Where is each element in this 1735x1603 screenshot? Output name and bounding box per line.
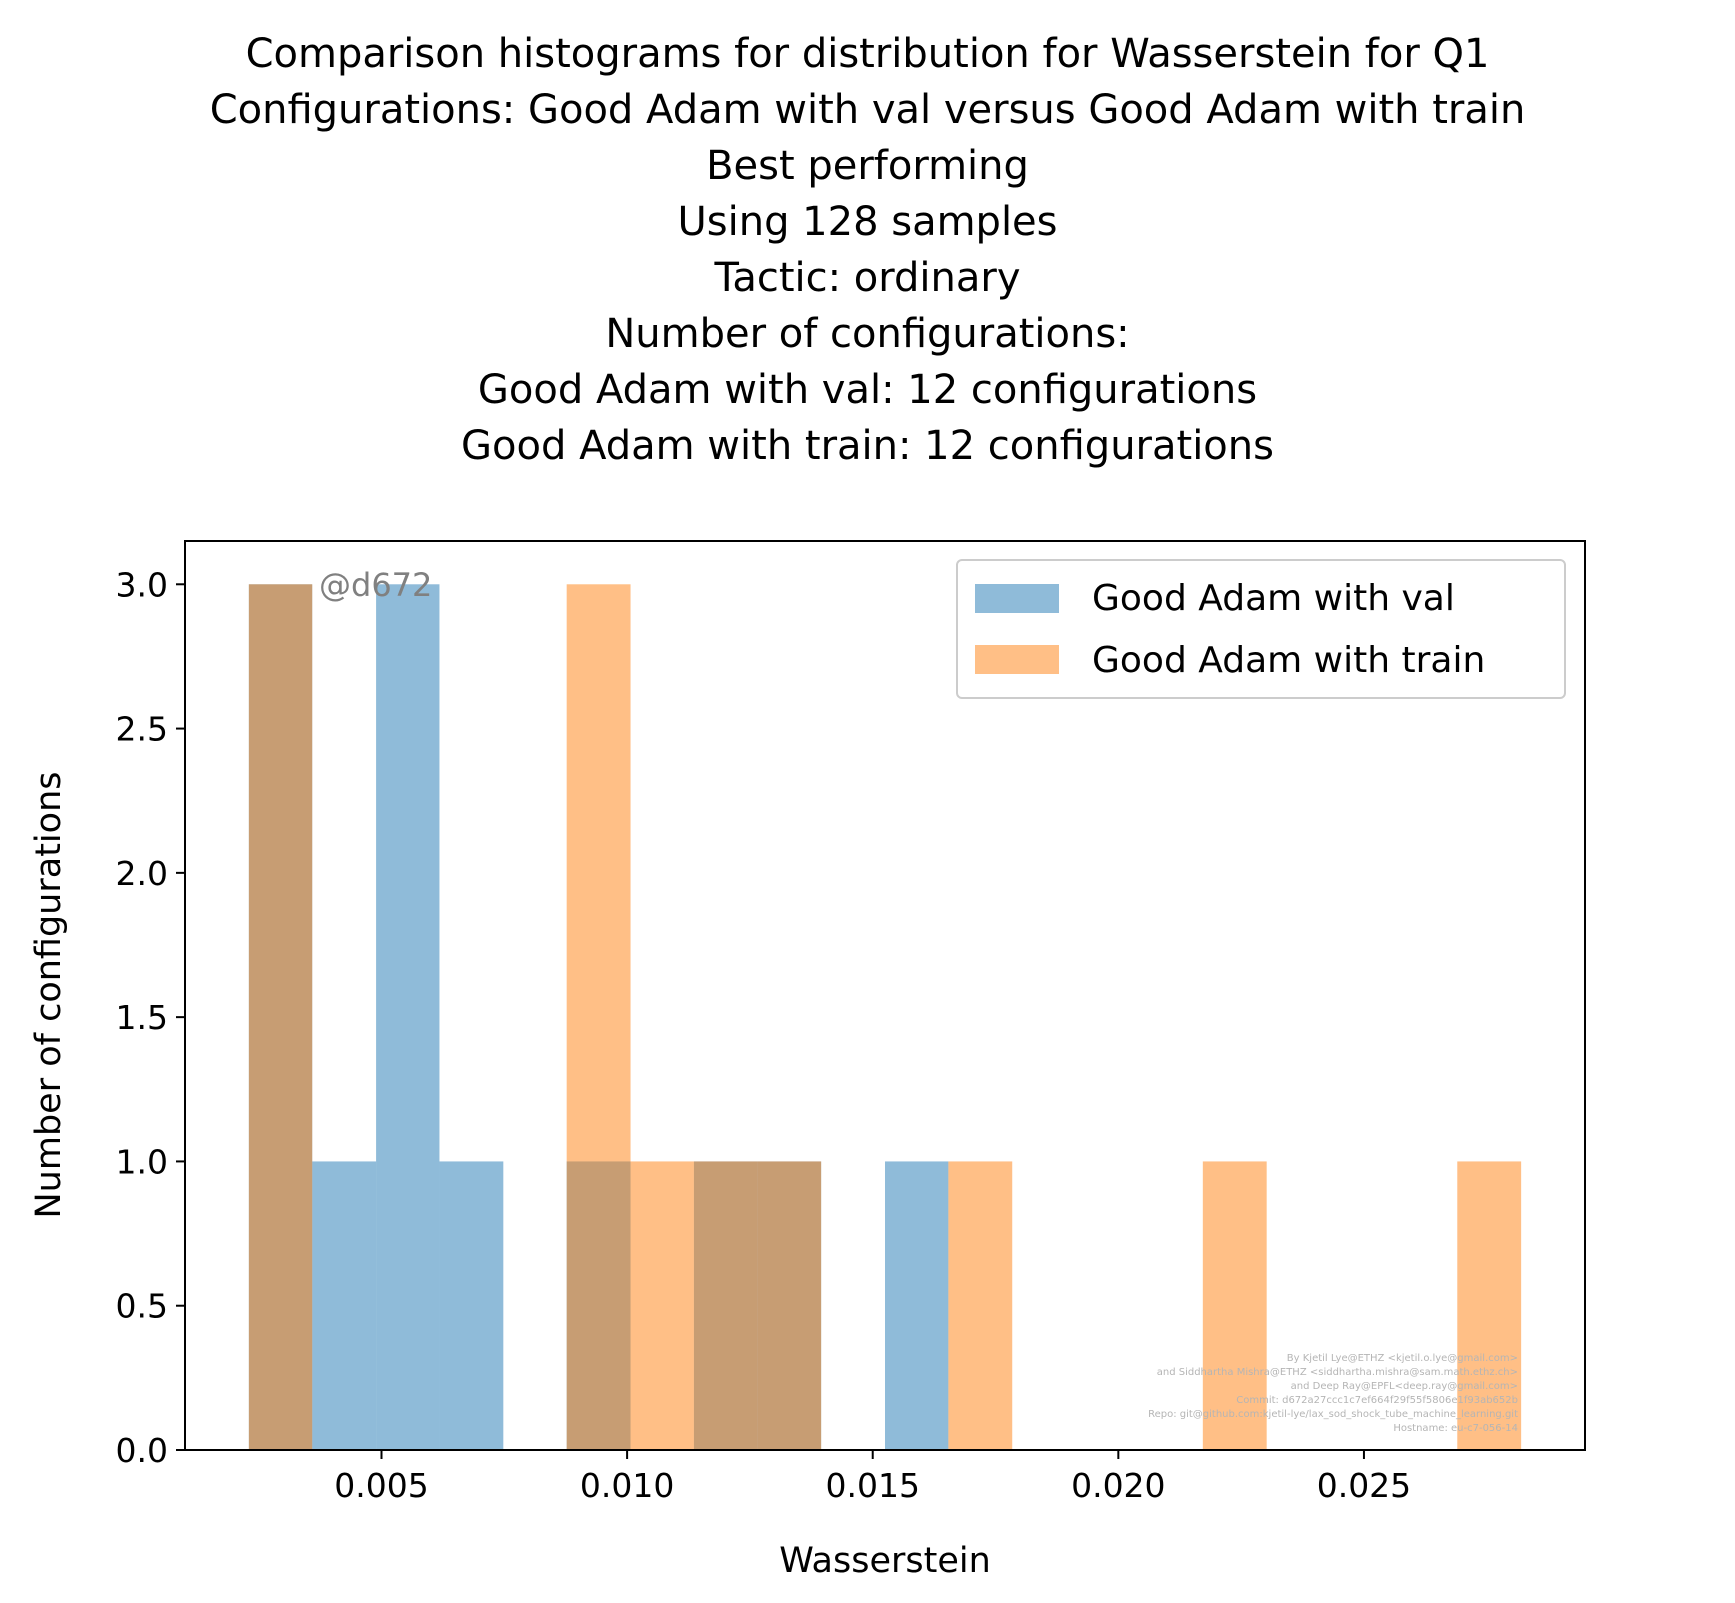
title-line-7: Good Adam with val: 12 configurations <box>477 367 1258 413</box>
bar-series-1-bin-2 <box>630 1161 694 1450</box>
x-tick-label-3: 0.020 <box>1071 1466 1165 1505</box>
legend: Good Adam with val Good Adam with train <box>956 559 1566 699</box>
legend-frame <box>956 559 1566 699</box>
x-tick-label-2: 0.015 <box>825 1466 919 1505</box>
credit-line-5: Repo: git@github.com:kjetil-lye/lax_sod_… <box>1148 1409 1518 1420</box>
title-line-4: Using 128 samples <box>677 199 1058 245</box>
chart-title: Comparison histograms for distribution f… <box>0 26 1735 474</box>
credit-line-3: and Deep Ray@EPFL<deep.ray@gmail.com> <box>1291 1381 1518 1392</box>
bar-series-1-bin-4 <box>757 1161 822 1450</box>
credit-line-2: and Siddhartha Mishra@ETHZ <siddhartha.m… <box>1157 1367 1518 1378</box>
y-tick-label-1: 0.5 <box>116 1287 168 1326</box>
title-line-1: Comparison histograms for distribution f… <box>245 31 1490 77</box>
y-tick-label-0: 0.0 <box>116 1431 168 1470</box>
title-line-3: Best performing <box>706 143 1029 189</box>
x-tick-label-0: 0.005 <box>334 1466 428 1505</box>
bar-series-0-bin-7 <box>885 1161 949 1450</box>
title-line-8: Good Adam with train: 12 configurations <box>461 423 1274 469</box>
x-tick-label-1: 0.010 <box>580 1466 674 1505</box>
credit-line-1: By Kjetil Lye@ETHZ <kjetil.o.lye@gmail.c… <box>1287 1353 1518 1364</box>
title-line-5: Tactic: ordinary <box>714 255 1021 301</box>
y-tick-label-6: 3.0 <box>116 565 168 604</box>
y-tick-label-4: 2.0 <box>116 854 168 893</box>
bar-series-0-bin-3 <box>439 1161 504 1450</box>
legend-swatch-val <box>975 584 1059 613</box>
legend-swatch-train <box>975 645 1059 674</box>
bars-layer <box>248 584 1522 1450</box>
bar-series-0-bin-1 <box>312 1161 377 1450</box>
y-axis-label: Number of configurations <box>29 772 69 1219</box>
title-line-2: Configurations: Good Adam with val versu… <box>209 87 1526 133</box>
plot-frame <box>184 540 1586 1451</box>
bar-series-1-bin-3 <box>693 1161 758 1450</box>
ticks-layer: 0.005 0.010 0.015 0.020 0.025 0.0 0.5 1.0 1.5 2.0… <box>116 565 1412 1505</box>
y-tick-label-2: 1.0 <box>116 1142 168 1181</box>
credit-line-4: Commit: d672a27ccc1c7ef664f29f55f5806e1f… <box>1236 1395 1518 1406</box>
legend-label-train: Good Adam with train <box>1092 640 1485 681</box>
bar-series-1-bin-6 <box>1202 1161 1267 1450</box>
bar-series-1-bin-7 <box>1457 1161 1522 1450</box>
title-line-6: Number of configurations: <box>605 311 1130 357</box>
bar-series-1-bin-1 <box>566 584 631 1450</box>
bar-series-0-bin-2 <box>376 584 440 1450</box>
y-tick-label-3: 1.5 <box>116 998 168 1037</box>
x-tick-label-4: 0.025 <box>1317 1466 1411 1505</box>
credit-line-6: Hostname: eu-c7-056-14 <box>1393 1423 1518 1434</box>
y-tick-label-5: 2.5 <box>116 710 168 749</box>
legend-label-val: Good Adam with val <box>1092 578 1455 619</box>
bar-series-1-bin-0 <box>248 584 313 1450</box>
credits-block: By Kjetil Lye@ETHZ <kjetil.o.lye@gmail.c… <box>1148 1353 1518 1434</box>
watermark-label: @d672 <box>319 566 432 604</box>
x-axis-label: Wasserstein <box>779 1541 991 1581</box>
bar-series-1-bin-5 <box>948 1161 1013 1450</box>
